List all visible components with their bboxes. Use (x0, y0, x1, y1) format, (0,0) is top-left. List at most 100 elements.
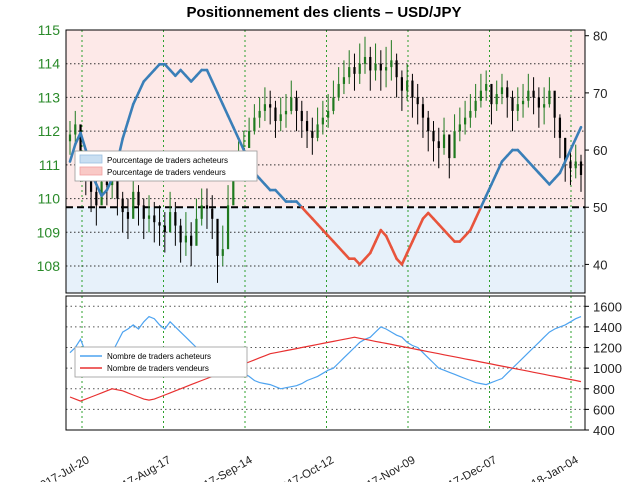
candle-body (126, 212, 130, 219)
candle-body (437, 141, 440, 149)
sentiment-line-segment (490, 171, 499, 186)
candle-body (137, 191, 140, 206)
candle-body (358, 63, 361, 74)
candle-body (132, 191, 135, 219)
top-panel-frame (65, 29, 586, 294)
candle-body (216, 218, 219, 256)
candle-body (532, 90, 535, 98)
sentiment-line-segment (237, 137, 246, 152)
sentiment-line-segment (79, 131, 88, 152)
candle-body (105, 181, 108, 186)
candle-body (337, 83, 340, 98)
sentiment-line-segment (374, 228, 383, 243)
candle-body (179, 225, 182, 243)
right-y-tick-label: 1200 (593, 341, 622, 356)
x-tick-label: 2017-Dec-07 (435, 454, 499, 482)
candle-body (490, 83, 493, 105)
sentiment-line-segment (368, 240, 377, 255)
candle-body (458, 124, 461, 132)
right-y-tick-label: 600 (593, 402, 615, 417)
sentiment-line-segment (95, 183, 103, 198)
sentiment-line-segment (390, 245, 398, 260)
legend-label: Pourcentage de traders vendeurs (107, 168, 226, 177)
candle-body (174, 212, 177, 226)
candle-body (221, 249, 224, 256)
sentiment-line-segment (563, 148, 572, 163)
right-y-tick-label: 60 (593, 143, 607, 158)
candle-body (427, 117, 430, 132)
candle-body (353, 67, 356, 74)
candle-body (158, 222, 161, 226)
candle-body (253, 117, 256, 132)
candle-body (453, 131, 456, 159)
right-y-tick-label: 40 (593, 257, 607, 272)
candle-body (421, 104, 425, 118)
legend-swatch (79, 166, 103, 176)
candle-body (269, 104, 272, 108)
candle-body (290, 97, 293, 111)
sentiment-line-segment (210, 80, 219, 95)
candle-body (89, 174, 93, 192)
candle-body (200, 205, 203, 219)
candle-body (416, 97, 419, 105)
right-y-tick-label: 1000 (593, 361, 622, 376)
x-tick-label: 2017-Jul-20 (33, 454, 92, 482)
buyers-zone (66, 207, 585, 293)
legend-label: Nombre de traders acheteurs (107, 352, 211, 361)
sentiment-line-segment (73, 131, 82, 146)
sentiment-line-segment (405, 240, 414, 255)
candle-body (274, 107, 277, 122)
sentiment-line-segment (137, 80, 146, 95)
sentiment-line-segment (216, 91, 225, 106)
sentiment-line-segment (384, 234, 393, 249)
candle-body (395, 60, 398, 78)
legends: Pourcentage de traders acheteurs Pourcent… (74, 150, 258, 378)
legend-box (74, 346, 248, 378)
candle-body (548, 90, 551, 105)
candle-body (521, 100, 525, 105)
left-y-tick-label: 110 (38, 191, 61, 207)
candle-body (284, 110, 288, 115)
candle-body (432, 131, 435, 142)
chart-title: Positionnement des clients – USD/JPY (186, 4, 461, 21)
sentiment-line-segment (68, 143, 77, 163)
candle-body (474, 100, 477, 111)
right-y-tick-label: 80 (593, 29, 607, 44)
candle-body (226, 205, 230, 250)
candle-body (448, 134, 451, 159)
x-tick-label: 2017-Sep-14 (191, 454, 255, 482)
candle-body (205, 205, 209, 209)
legend-label: Nombre de traders vendeurs (107, 364, 209, 373)
sentiment-line-segment (569, 137, 578, 152)
candle-body (390, 60, 393, 68)
candle-body (258, 110, 261, 118)
sentiment-line-segment (411, 228, 419, 243)
candle-body (74, 124, 77, 135)
panel-frames (65, 29, 586, 431)
candle-body (95, 191, 98, 206)
candle-body (163, 225, 166, 233)
x-tick-label: 2017-Aug-17 (109, 454, 173, 482)
candle-body (564, 137, 567, 162)
candle-body (121, 198, 124, 213)
candle-body (211, 208, 214, 219)
candle-body (190, 235, 193, 246)
candle-body (479, 90, 483, 101)
trader-count-line (69, 336, 582, 402)
candle-body (500, 87, 504, 95)
candle-body (379, 63, 382, 71)
candle-body (195, 218, 198, 246)
candle-body (147, 215, 151, 219)
left-y-tick-label: 108 (37, 258, 61, 274)
left-y-tick-label: 114 (38, 56, 61, 72)
candle-body (232, 178, 235, 206)
sentiment-line-segment (226, 114, 235, 129)
candle-body (511, 97, 514, 111)
candle-body (464, 117, 467, 125)
candle-body (184, 235, 187, 243)
sentiment-line-segment (469, 217, 477, 232)
top-legend: Pourcentage de traders acheteurs Pourcent… (74, 150, 258, 182)
candle-body (263, 104, 267, 111)
sentiment-line-segment (221, 103, 230, 118)
